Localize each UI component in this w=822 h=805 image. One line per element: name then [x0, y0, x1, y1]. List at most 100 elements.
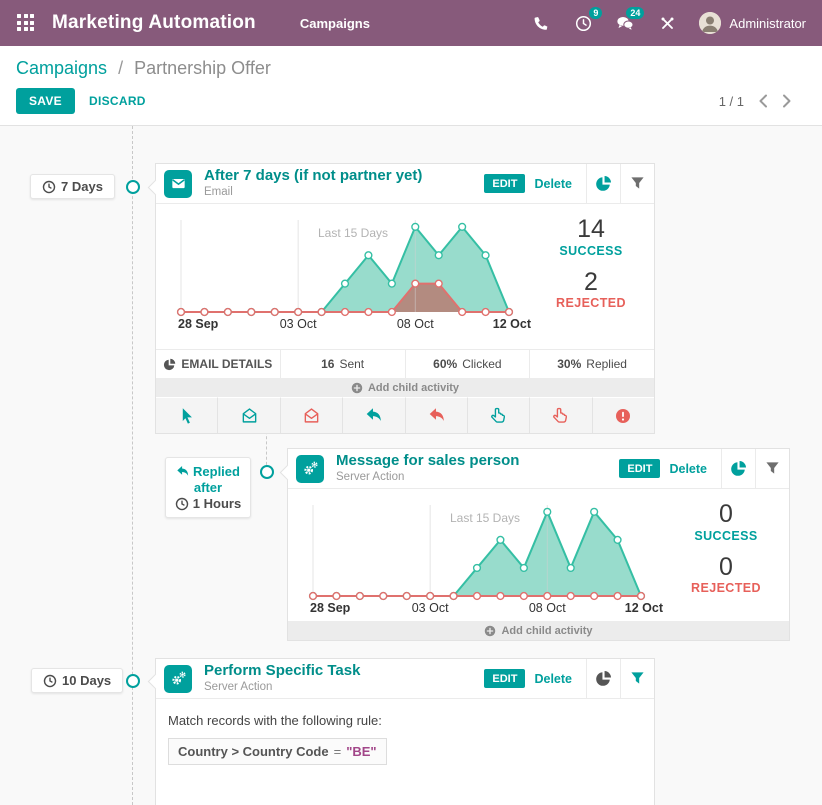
trigger-envelope-open-icon[interactable]	[280, 397, 344, 433]
gears-icon	[164, 664, 192, 693]
messages-icon[interactable]: 24	[615, 7, 645, 33]
trigger-envelope-open-icon[interactable]	[218, 397, 281, 433]
graph-tab[interactable]	[586, 659, 620, 698]
filter-tab[interactable]	[620, 164, 654, 203]
tools-icon[interactable]	[657, 13, 677, 33]
trigger-label: 7 Days	[61, 179, 103, 194]
filter-icon	[766, 462, 779, 474]
activity-card-email: After 7 days (if not partner yet) Email …	[147, 163, 655, 434]
rejected-count: 2	[584, 267, 598, 296]
breadcrumb-record: Partnership Offer	[134, 58, 271, 78]
timeline-node-3[interactable]	[126, 674, 140, 688]
domain-value: "BE"	[346, 744, 377, 759]
delete-button[interactable]: Delete	[669, 461, 707, 476]
stat-clicked[interactable]: 60% Clicked	[404, 350, 530, 378]
user-menu[interactable]: Administrator	[699, 12, 806, 34]
trigger-badge-10-days[interactable]: 10 Days	[31, 668, 124, 693]
success-label: SUCCESS	[694, 528, 758, 543]
domain-field: Country > Country Code	[178, 744, 329, 759]
graph-tab[interactable]	[721, 449, 755, 488]
filter-intro-text: Match records with the following rule:	[168, 713, 382, 728]
delete-button[interactable]: Delete	[534, 671, 572, 686]
graph-tab[interactable]	[586, 164, 620, 203]
edit-button[interactable]: EDIT	[619, 459, 661, 478]
pager: 1 / 1	[719, 94, 806, 109]
pager-next-icon[interactable]	[782, 94, 792, 108]
menu-campaigns[interactable]: Campaigns	[299, 15, 370, 31]
reply-icon	[177, 465, 189, 476]
success-count: 14	[577, 215, 605, 243]
trigger-exclamation-circle-icon[interactable]	[592, 397, 654, 433]
pager-value: 1 / 1	[718, 93, 744, 109]
trigger-reply-icon[interactable]	[405, 397, 468, 433]
breadcrumb-campaigns-link[interactable]: Campaigns	[16, 58, 108, 78]
activity-type: Server Action	[336, 470, 405, 483]
filter-icon	[631, 672, 644, 684]
domain-operator: =	[333, 744, 342, 759]
save-button[interactable]: SAVE	[16, 88, 75, 114]
app-title[interactable]: Marketing Automation	[52, 12, 256, 33]
activity-title[interactable]: Perform Specific Task	[204, 662, 361, 680]
pie-chart-icon	[596, 175, 612, 191]
topbar: Marketing Automation Campaigns 9 24 Adm	[0, 0, 822, 46]
domain-rule-tag: Country > Country Code = "BE"	[168, 738, 387, 765]
activity-card-server-action-2: Perform Specific Task Server Action EDIT…	[147, 658, 655, 805]
activity-title[interactable]: After 7 days (if not partner yet)	[204, 167, 423, 185]
add-child-activity-button[interactable]: Add child activity	[288, 621, 789, 640]
email-details-heading: EMAIL DETAILS	[156, 350, 280, 378]
chart-stats: 14 SUCCESS 2 REJECTED	[546, 215, 636, 310]
rejected-label: REJECTED	[556, 296, 626, 310]
svg-text:08 Oct: 08 Oct	[529, 601, 566, 615]
stat-replied[interactable]: 30% Replied	[529, 350, 654, 378]
svg-text:Last 15 Days: Last 15 Days	[450, 511, 520, 525]
activities-count-badge: 9	[589, 7, 603, 19]
trigger-label: 10 Days	[62, 673, 112, 688]
plus-circle-icon	[351, 382, 363, 393]
success-label: SUCCESS	[559, 243, 623, 258]
trigger-reply-icon[interactable]	[343, 397, 406, 433]
svg-text:03 Oct: 03 Oct	[412, 601, 449, 615]
discard-button[interactable]: DISCARD	[89, 94, 146, 108]
email-details-row: EMAIL DETAILS 16 Sent 60% Clicked 30% Repli…	[156, 349, 654, 378]
card-header: After 7 days (if not partner yet) Email …	[156, 164, 654, 204]
activities-clock-icon[interactable]: 9	[573, 7, 603, 33]
breadcrumb-separator: /	[118, 58, 124, 78]
svg-text:03 Oct: 03 Oct	[280, 317, 317, 331]
user-name: Administrator	[729, 15, 806, 31]
filter-tab[interactable]	[620, 659, 654, 698]
apps-menu-icon[interactable]	[17, 14, 35, 32]
delete-button[interactable]: Delete	[534, 176, 572, 191]
clock-icon	[43, 674, 57, 687]
add-child-activity-button[interactable]: Add child activity	[156, 378, 654, 397]
timeline-node-2[interactable]	[260, 465, 274, 479]
activity-chart: Last 15 Days 28 Sep 03 Oct 08 Oct 12 Oct 14 …	[156, 204, 654, 349]
envelope-icon	[164, 169, 192, 198]
trigger-cursor-icon[interactable]	[156, 397, 219, 433]
pager-previous-icon[interactable]	[758, 94, 768, 108]
activity-card-server-action-1: Message for sales person Server Action E…	[279, 448, 790, 641]
pie-chart-icon	[596, 670, 612, 686]
chart-stats: 0 SUCCESS 0 REJECTED	[681, 500, 771, 595]
filter-tab[interactable]	[755, 449, 789, 488]
trigger-badge-7-days[interactable]: 7 Days	[30, 174, 115, 199]
filter-icon	[631, 177, 644, 189]
edit-button[interactable]: EDIT	[484, 669, 526, 688]
trigger-hand-pointer-icon[interactable]	[467, 397, 531, 433]
stat-sent[interactable]: 16 Sent	[279, 350, 405, 378]
success-count: 0	[719, 500, 733, 528]
card-header: Perform Specific Task Server Action EDIT…	[156, 659, 654, 699]
activity-title[interactable]: Message for sales person	[336, 452, 520, 470]
breadcrumb: Campaigns / Partnership Offer	[16, 58, 806, 79]
rejected-label: REJECTED	[691, 581, 761, 595]
trigger-badge-replied-after[interactable]: Replied after 1 Hours	[165, 457, 251, 518]
avatar	[699, 12, 722, 34]
svg-text:12 Oct: 12 Oct	[625, 601, 664, 615]
edit-button[interactable]: EDIT	[484, 174, 526, 193]
trigger-hand-pointer-icon[interactable]	[530, 397, 593, 433]
svg-text:Last 15 Days: Last 15 Days	[318, 226, 388, 240]
timeline-node-1[interactable]	[126, 180, 140, 194]
clock-icon	[175, 497, 189, 510]
phone-icon[interactable]	[531, 13, 551, 33]
svg-text:28 Sep: 28 Sep	[310, 601, 351, 615]
timeline-line	[132, 126, 133, 805]
